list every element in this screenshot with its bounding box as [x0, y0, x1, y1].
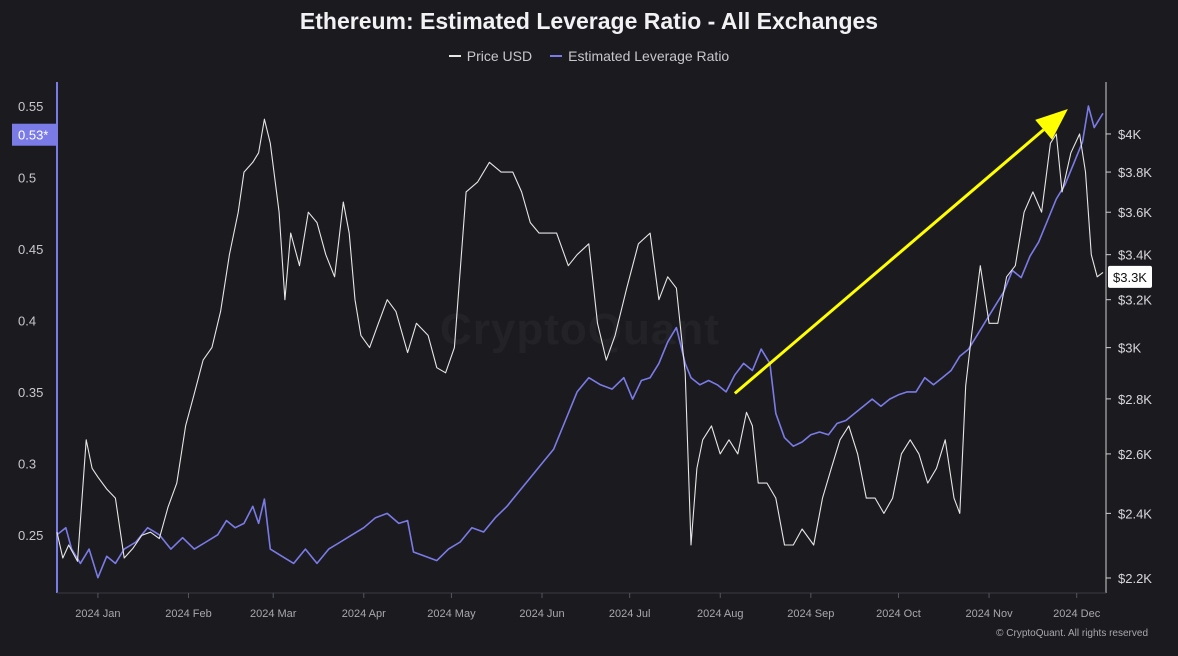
chart-title: Ethereum: Estimated Leverage Ratio - All… [299, 8, 879, 34]
y-right-tick-label: $3.2K [1118, 293, 1152, 308]
x-tick-label: 2024 Jan [75, 608, 120, 620]
x-tick-label: 2024 Feb [165, 608, 211, 620]
legend-item-price[interactable]: Price USD [448, 48, 533, 64]
y-left-tick-label: 0.5 [18, 171, 36, 186]
copyright-notice: © CryptoQuant. All rights reserved [996, 628, 1148, 639]
legend: Price USD Estimated Leverage Ratio [0, 48, 1178, 64]
y-right-current-badge [1108, 265, 1152, 288]
series-price-line [56, 118, 1104, 562]
y-left-tick-label: 0.4 [18, 313, 36, 328]
y-right-tick-label: $2.6K [1118, 447, 1152, 462]
y-right-tick-label: $2.2K [1118, 571, 1152, 586]
legend-swatch-leverage [550, 55, 563, 57]
x-tick-label: 2024 Aug [697, 608, 744, 620]
y-right-tick-label: $3K [1118, 341, 1141, 356]
y-right-tick-label: $2.8K [1118, 392, 1152, 407]
y-right-tick-label: $3.8K [1118, 165, 1152, 180]
y-right-tick-label: $2.4K [1118, 506, 1152, 521]
y-right-tick-label: $4K [1118, 127, 1141, 142]
y-right-current-label: $3.3K [1113, 270, 1147, 285]
x-tick-label: 2024 Sep [787, 608, 834, 620]
legend-label-leverage: Estimated Leverage Ratio [568, 48, 730, 64]
y-left-tick-label: 0.25 [18, 528, 43, 543]
legend-item-leverage[interactable]: Estimated Leverage Ratio [550, 48, 729, 64]
y-left-tick-label: 0.3 [18, 456, 36, 471]
legend-label-price: Price USD [466, 48, 533, 64]
y-right-tick-label: $3.4K [1118, 248, 1152, 263]
y-left-current-label: 0.53* [18, 128, 48, 143]
y-left-tick-label: 0.45 [18, 242, 43, 257]
series-leverage-ratio-line [56, 105, 1104, 579]
y-left-tick-label: 0.35 [18, 385, 43, 400]
y-left-current-badge [12, 123, 57, 146]
trend-arrow-head [1035, 109, 1068, 140]
x-tick-label: 2024 Dec [1053, 608, 1101, 620]
x-tick-label: 2024 Apr [342, 608, 386, 620]
x-tick-label: 2024 Jun [519, 608, 564, 620]
y-left-tick-label: 0.55 [18, 99, 43, 114]
x-tick-label: 2024 Nov [966, 608, 1014, 620]
x-tick-label: 2024 Mar [250, 608, 297, 620]
x-tick-label: 2024 Jul [609, 608, 651, 620]
x-tick-label: 2024 Oct [876, 608, 921, 620]
x-tick-label: 2024 May [427, 608, 476, 620]
trend-arrow-shaft [733, 128, 1045, 395]
legend-swatch-price [448, 55, 461, 57]
y-right-tick-label: $3.6K [1118, 205, 1152, 220]
